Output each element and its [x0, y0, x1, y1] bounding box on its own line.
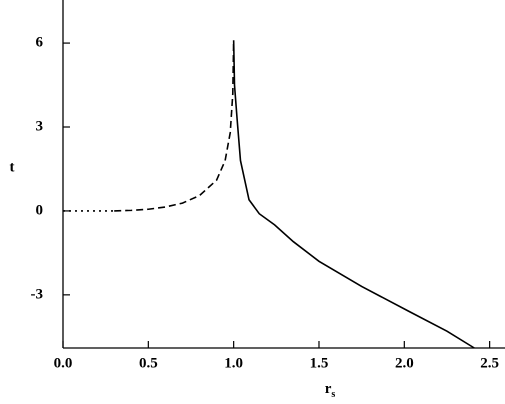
x-tick-label: 0.0 — [54, 355, 73, 371]
data-line — [232, 40, 475, 349]
x-axis-label: rs — [325, 381, 336, 400]
y-tick-label: 0 — [36, 202, 44, 218]
y-tick-label: 3 — [36, 118, 44, 134]
x-label-subscript: s — [331, 389, 335, 400]
x-tick-label: 0.5 — [139, 355, 158, 371]
x-label-main: r — [325, 381, 332, 397]
y-tick-label: -3 — [31, 286, 44, 302]
y-tick-label: 6 — [36, 35, 44, 51]
data-line — [114, 40, 235, 212]
x-tick-label: 1.5 — [310, 355, 329, 371]
x-tick-label: 2.0 — [395, 355, 414, 371]
x-tick-label: 1.0 — [224, 355, 243, 371]
y-axis-label: t — [10, 159, 15, 175]
x-tick-label: 2.5 — [480, 355, 499, 371]
